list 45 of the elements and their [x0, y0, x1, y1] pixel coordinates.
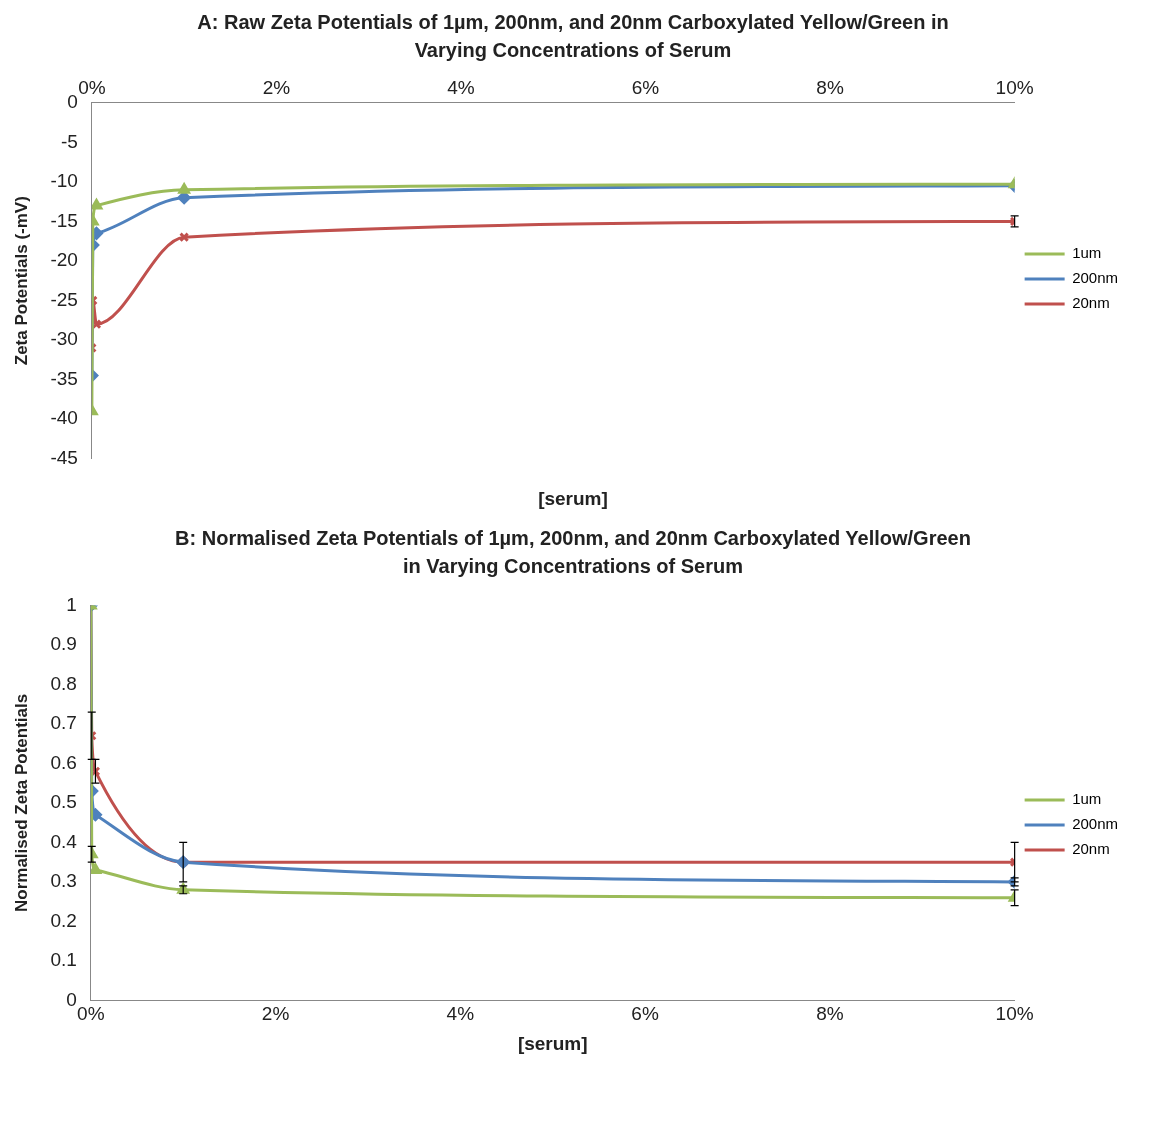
x-tick-label: 4%	[446, 1003, 475, 1025]
chart-title: B: Normalised Zeta Potentials of 1µm, 200nm, and 20nm Carboxylated Yellow/Green in Varying Concentrations of Serum	[174, 526, 972, 579]
x-tick-label: 10%	[995, 1003, 1034, 1025]
y-axis-title: Zeta Potentials (-mV)	[11, 196, 31, 366]
x-axis-title: [serum]	[517, 1032, 588, 1054]
y-tick-label: -10	[50, 170, 78, 192]
x-tick-label: 8%	[816, 76, 844, 98]
y-tick-label: 0.2	[50, 909, 77, 931]
y-tick-label: 0.8	[50, 672, 77, 694]
x-tick-label: 0%	[78, 76, 106, 98]
y-tick-label: -5	[60, 130, 78, 152]
x-tick-label: 2%	[262, 76, 291, 98]
y-tick-label: -45	[50, 446, 78, 468]
x-tick-label: 6%	[631, 1003, 659, 1025]
chart-title: A: Raw Zeta Potentials of 1µm, 200nm, and 20nm Carboxylated Yellow/Green in Varying Concentrations of Serum	[196, 10, 950, 63]
y-tick-label: 0.6	[50, 751, 77, 773]
legend-label: 20nm	[1072, 840, 1110, 858]
x-tick-label: 0%	[77, 1003, 105, 1025]
legend-label: 1um	[1072, 790, 1102, 808]
y-tick-label: 0.3	[50, 870, 77, 892]
y-tick-label: 0.5	[50, 791, 77, 813]
x-tick-label: 10%	[995, 76, 1034, 98]
x-tick-label: 2%	[261, 1003, 290, 1025]
x-tick-label: 8%	[816, 1003, 844, 1025]
y-tick-label: -25	[50, 288, 78, 310]
legend-label: 200nm	[1072, 815, 1119, 833]
legend-label: 1um	[1072, 244, 1102, 262]
y-tick-label: -35	[50, 367, 78, 389]
y-tick-label: -15	[50, 209, 78, 231]
y-tick-label: 1	[66, 593, 77, 615]
y-axis-title: Normalised Zeta Potentials	[11, 693, 31, 913]
y-tick-label: 0	[66, 988, 77, 1010]
y-tick-label: -30	[50, 328, 78, 350]
x-tick-label: 6%	[631, 76, 660, 98]
y-tick-label: 0	[67, 91, 78, 113]
y-tick-label: 0.4	[50, 830, 78, 852]
legend-label: 20nm	[1072, 294, 1110, 312]
legend-label: 200nm	[1072, 269, 1119, 287]
x-axis-title: [serum]	[537, 488, 609, 510]
y-tick-label: 0.1	[50, 949, 77, 971]
y-tick-label: 0.9	[50, 633, 77, 655]
y-tick-label: -40	[50, 407, 78, 429]
y-tick-label: -20	[50, 249, 78, 271]
y-tick-label: 0.7	[50, 712, 77, 734]
x-tick-label: 4%	[447, 76, 475, 98]
